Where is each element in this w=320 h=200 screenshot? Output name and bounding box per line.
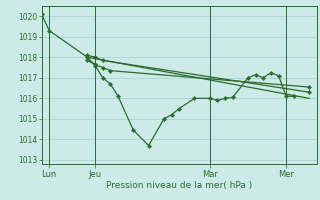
X-axis label: Pression niveau de la mer( hPa ): Pression niveau de la mer( hPa ) (106, 181, 252, 190)
